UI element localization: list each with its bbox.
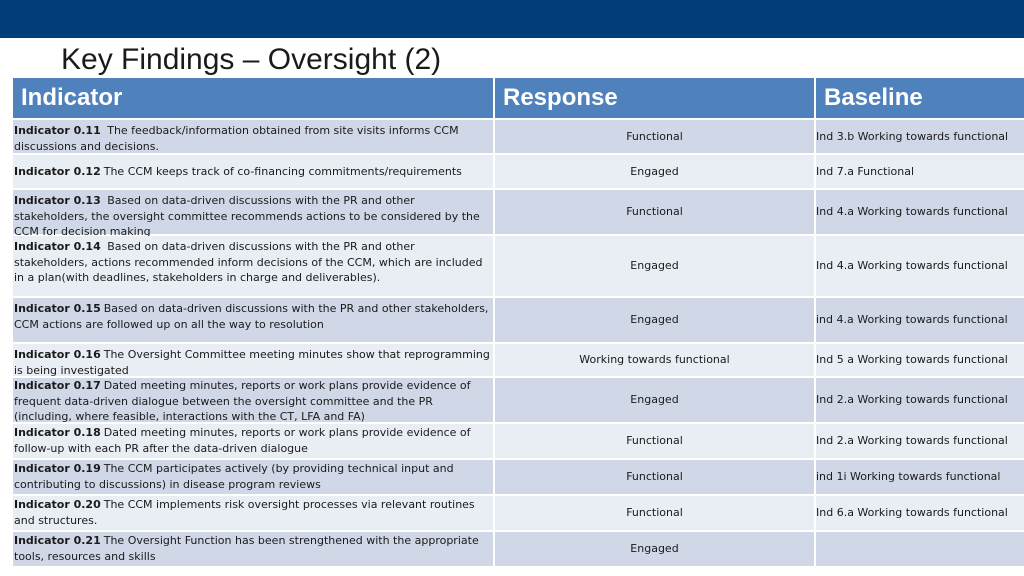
response-cell: Engaged xyxy=(493,236,814,296)
indicator-text: The CCM implements risk oversight proces… xyxy=(14,498,475,527)
indicator-text: The Oversight Function has been strength… xyxy=(14,534,479,563)
indicator-cell: Indicator 0.13 Based on data-driven disc… xyxy=(13,190,493,238)
indicator-id: Indicator 0.16 xyxy=(14,348,101,361)
header-indicator: Indicator xyxy=(13,78,493,118)
page-title: Key Findings – Oversight (2) xyxy=(61,43,442,76)
table-row: Indicator 0.21 The Oversight Function has… xyxy=(13,530,1024,566)
indicator-text: Dated meeting minutes, reports or work p… xyxy=(14,379,471,423)
indicator-id: Indicator 0.14 xyxy=(14,240,101,253)
indicator-id: Indicator 0.15 xyxy=(14,302,101,315)
indicator-text: Based on data-driven discussions with th… xyxy=(14,302,489,331)
indicator-id: Indicator 0.12 xyxy=(14,164,101,178)
indicator-id: Indicator 0.21 xyxy=(14,534,101,547)
baseline-cell xyxy=(814,532,1024,566)
response-cell: Engaged xyxy=(493,532,814,566)
response-cell: Engaged xyxy=(493,155,814,188)
indicator-id: Indicator 0.11 xyxy=(14,124,101,137)
table-row: Indicator 0.16 The Oversight Committee me… xyxy=(13,342,1024,377)
table-header-row: Indicator Response Baseline xyxy=(13,78,1024,118)
indicator-id: Indicator 0.17 xyxy=(14,379,101,392)
table-row: Indicator 0.20 The CCM implements risk ov… xyxy=(13,494,1024,530)
indicator-id: Indicator 0.19 xyxy=(14,462,101,475)
table-row: Indicator 0.13 Based on data-driven disc… xyxy=(13,188,1024,238)
indicator-text: The feedback/information obtained from s… xyxy=(14,124,459,153)
response-cell: Functional xyxy=(493,190,814,234)
indicator-id: Indicator 0.13 xyxy=(14,194,101,207)
table-row: Indicator 0.19 The CCM participates activ… xyxy=(13,458,1024,494)
baseline-cell: Ind 5 a Working towards functional xyxy=(814,344,1024,376)
indicator-text: Based on data-driven discussions with th… xyxy=(14,194,480,238)
baseline-cell: ind 4.a Working towards functional xyxy=(814,298,1024,342)
table-row: Indicator 0.15 Based on data-driven discu… xyxy=(13,296,1024,342)
indicator-id: Indicator 0.20 xyxy=(14,498,101,511)
baseline-cell: Ind 2.a Working towards functional xyxy=(814,424,1024,458)
table-row: Indicator 0.12 The CCM keeps track of co-… xyxy=(13,153,1024,188)
response-cell: Functional xyxy=(493,496,814,530)
table-row: Indicator 0.18 Dated meeting minutes, rep… xyxy=(13,422,1024,458)
response-cell: Functional xyxy=(493,460,814,494)
indicator-text: The CCM keeps track of co-financing comm… xyxy=(103,164,462,178)
response-cell: Functional xyxy=(493,424,814,458)
baseline-cell: Ind 7.a Functional xyxy=(814,155,1024,188)
indicator-cell: Indicator 0.11 The feedback/information … xyxy=(13,120,493,153)
indicator-text: The CCM participates actively (by provid… xyxy=(14,462,454,491)
indicator-text: Based on data-driven discussions with th… xyxy=(14,240,483,284)
baseline-cell: Ind 3.b Working towards functional xyxy=(814,120,1024,153)
response-cell: Engaged xyxy=(493,378,814,422)
indicator-text: Dated meeting minutes, reports or work p… xyxy=(14,426,471,455)
table-row: Indicator 0.17 Dated meeting minutes, rep… xyxy=(13,376,1024,423)
indicator-cell: Indicator 0.12 The CCM keeps track of co-… xyxy=(13,155,493,188)
header-response: Response xyxy=(493,78,814,118)
response-cell: Working towards functional xyxy=(493,344,814,376)
baseline-cell: ind 1i Working towards functional xyxy=(814,460,1024,494)
header-bar xyxy=(0,0,1024,38)
response-cell: Functional xyxy=(493,120,814,153)
indicator-cell: Indicator 0.14 Based on data-driven disc… xyxy=(13,236,493,296)
baseline-cell: Ind 6.a Working towards functional xyxy=(814,496,1024,530)
indicator-cell: Indicator 0.20 The CCM implements risk ov… xyxy=(13,496,493,530)
indicator-cell: Indicator 0.16 The Oversight Committee me… xyxy=(13,344,493,377)
indicator-cell: Indicator 0.21 The Oversight Function has… xyxy=(13,532,493,566)
baseline-cell: Ind 4.a Working towards functional xyxy=(814,190,1024,234)
table-row: Indicator 0.11 The feedback/information … xyxy=(13,118,1024,153)
response-cell: Engaged xyxy=(493,298,814,342)
baseline-cell: Ind 4.a Working towards functional xyxy=(814,236,1024,296)
indicator-cell: Indicator 0.19 The CCM participates activ… xyxy=(13,460,493,494)
indicator-cell: Indicator 0.15 Based on data-driven discu… xyxy=(13,298,493,342)
findings-table: Indicator Response Baseline Indicator 0.… xyxy=(13,78,1024,566)
indicator-text: The Oversight Committee meeting minutes … xyxy=(14,348,490,377)
baseline-cell: Ind 2.a Working towards functional xyxy=(814,378,1024,422)
indicator-id: Indicator 0.18 xyxy=(14,426,101,439)
table-row: Indicator 0.14 Based on data-driven disc… xyxy=(13,234,1024,296)
indicator-cell: Indicator 0.17 Dated meeting minutes, rep… xyxy=(13,378,493,423)
header-baseline: Baseline xyxy=(814,78,1024,118)
indicator-cell: Indicator 0.18 Dated meeting minutes, rep… xyxy=(13,424,493,458)
